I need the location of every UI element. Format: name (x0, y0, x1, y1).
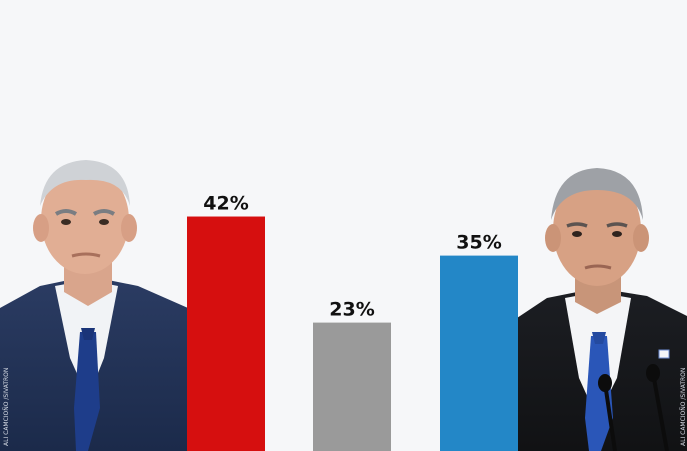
right-candidate-portrait (517, 168, 687, 451)
bar-2-value-label: 23% (329, 299, 374, 321)
bar-3 (440, 255, 518, 451)
bar-1-value-label: 42% (203, 193, 248, 215)
bar-2 (313, 322, 391, 451)
bar-1 (187, 216, 265, 451)
left-candidate-portrait (0, 158, 190, 451)
bar-3-value-label: 35% (456, 232, 501, 254)
